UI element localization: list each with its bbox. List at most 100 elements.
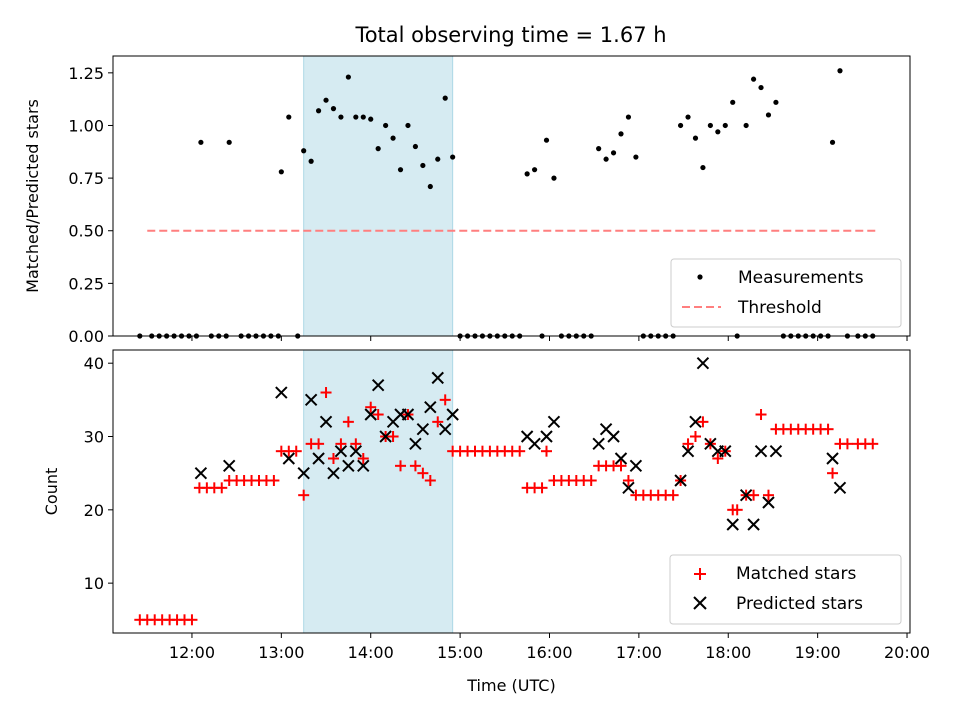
predicted-star-point [416,422,430,436]
measurement-point [618,131,624,137]
predicted-star-point [540,430,553,443]
measurement-point [758,84,764,91]
top-y-tick-label: 0.75 [68,169,104,188]
bottom-marks [134,356,879,626]
measurement-point [543,137,550,143]
bottom-legend: Matched stars Predicted stars [669,554,902,625]
predicted-star-point [769,444,783,458]
matched-star-point [335,438,347,450]
matched-star-point [424,475,436,487]
matched-star-point [216,482,228,494]
measurement-point [450,154,456,160]
top-legend-box [670,258,902,328]
predicted-star-point [364,408,377,421]
predicted-star-point [762,496,775,509]
matched-star-point [689,431,701,443]
measurement-point [427,183,433,190]
matched-star-point [867,438,879,450]
predicted-star-point [357,459,370,473]
measurement-point [353,114,359,120]
measurement-point [383,122,389,129]
measurement-point [610,150,617,156]
matched-star-point [417,467,429,479]
bottom-y-axis-label: Count [42,468,61,516]
measurement-point [715,129,721,135]
bottom-x-tick-label: 14:00 [348,643,394,662]
predicted-star-point [312,452,325,465]
predicted-star-point [754,444,768,458]
measurement-point [397,167,404,173]
bottom-x-tick-label: 13:00 [258,643,304,662]
predicted-star-point [614,452,628,465]
matched-star-point [387,431,399,443]
predicted-star-point [622,481,635,495]
bottom-y-tick-label: 10 [84,574,104,593]
predicted-star-point [747,518,760,531]
bottom-axes-frame [112,349,911,634]
matched-star-point [350,438,362,450]
predicted-star-point [327,466,340,480]
matched-star-point [514,445,526,457]
matched-star-point [365,401,377,413]
matched-star-point [298,489,310,501]
measurement-point [338,114,344,120]
bottom-y-tick-label: 20 [84,501,104,520]
predicted-star-point [304,393,318,407]
predicted-star-point [431,371,444,385]
measurement-point [435,156,441,162]
predicted-star-point [528,437,541,451]
legend-predicted-marker [693,596,707,610]
measurement-point [625,114,632,120]
predicted-star-point [739,488,753,502]
bottom-x-tick-label: 16:00 [526,643,572,662]
bottom-y-ticks: 10 20 30 40 [84,354,113,593]
top-y-tick-label: 0.50 [68,222,104,241]
matched-star-point [372,409,384,421]
predicted-star-point [275,386,288,399]
top-legend: Measurements Threshold [670,258,902,328]
measurement-point [442,95,448,101]
predicted-star-point [689,415,702,429]
measurement-point [551,175,557,181]
predicted-star-point [379,430,392,443]
matched-star-point [622,475,634,487]
matched-star-point [682,438,694,450]
predicted-star-point [726,518,739,531]
matched-star-point [357,453,369,465]
predicted-star-point [401,408,415,421]
matched-star-point [327,453,339,465]
measurement-point [226,139,232,145]
bottom-x-axis-label: Time (UTC) [466,676,555,695]
matched-star-point [432,416,444,428]
predicted-star-point [607,430,620,443]
measurement-point [692,135,699,141]
predicted-star-point [629,459,643,473]
matched-star-point [822,423,834,435]
top-panel: 0.00 0.25 0.50 0.75 1.00 1.25 Matched/Predict… [23,55,911,346]
measurement-point [390,135,396,141]
matched-star-point [712,453,724,465]
figure-title: Total observing time = 1.67 h [354,23,666,47]
measurement-point [837,68,843,74]
measurement-point [700,164,706,171]
measurement-point [750,76,757,82]
measurement-point [829,139,836,145]
predicted-star-point [547,415,561,429]
bottom-x-tick-label: 20:00 [884,643,930,662]
measurement-point [278,169,284,175]
bottom-x-tick-label: 19:00 [795,643,841,662]
matched-star-point [762,489,774,501]
predicted-star-point [592,437,605,451]
measurement-point [603,156,609,162]
top-axes-frame [112,55,911,337]
measurement-point [360,114,366,120]
legend-measurements-marker [697,274,703,280]
matched-star-point [342,416,354,428]
predicted-star-point [282,452,295,465]
predicted-star-point [222,459,236,473]
measurement-point [198,139,204,145]
top-y-tick-label: 1.00 [68,116,104,135]
predicted-star-point [319,415,333,429]
predicted-star-point [833,481,847,495]
matched-star-point [541,445,553,457]
